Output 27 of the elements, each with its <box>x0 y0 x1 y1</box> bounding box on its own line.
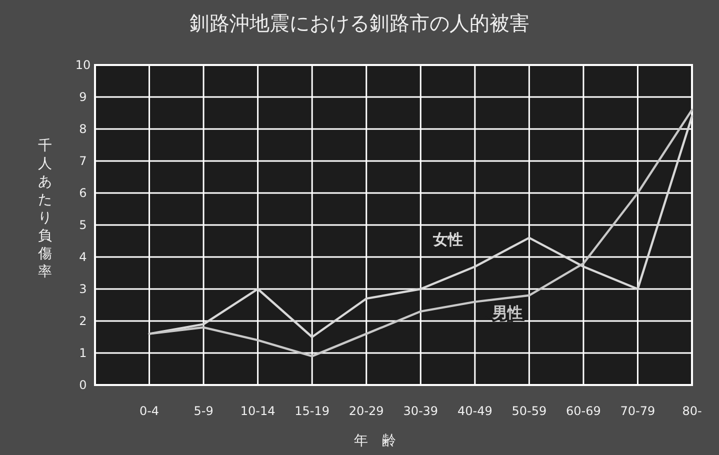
series-label: 男性 <box>491 303 522 322</box>
x-tick-label: 10-14 <box>240 404 276 418</box>
y-tick-label: 2 <box>79 314 87 328</box>
x-tick-label: 80- <box>682 404 702 418</box>
y-tick-label: 5 <box>79 218 87 232</box>
x-tick-label: 0-4 <box>139 404 160 418</box>
x-tick-label: 70-79 <box>620 404 656 418</box>
x-tick-label: 5-9 <box>194 404 214 418</box>
x-axis-title: 年齢 <box>354 433 410 449</box>
x-tick-label: 60-69 <box>566 404 601 418</box>
y-tick-label: 9 <box>79 90 87 104</box>
y-tick-label: 0 <box>79 378 87 392</box>
y-tick-label: 1 <box>79 346 87 360</box>
y-tick-label: 8 <box>79 122 87 136</box>
y-tick-label: 7 <box>79 154 87 168</box>
x-tick-label: 15-19 <box>294 404 330 418</box>
x-tick-label: 50-59 <box>512 404 547 418</box>
x-tick-label: 40-49 <box>457 404 492 418</box>
y-tick-label: 10 <box>75 58 91 72</box>
y-tick-label: 6 <box>79 186 87 200</box>
series-label: 女性 <box>432 230 463 248</box>
x-tick-label: 20-29 <box>348 404 384 418</box>
y-axis-title: 千人あたり負傷率 <box>37 138 52 280</box>
y-tick-label: 4 <box>79 250 87 264</box>
y-tick-label: 3 <box>79 282 87 296</box>
x-tick-label: 30-39 <box>403 404 438 418</box>
chart-title: 釧路沖地震における釧路市の人的被害 <box>190 11 530 35</box>
